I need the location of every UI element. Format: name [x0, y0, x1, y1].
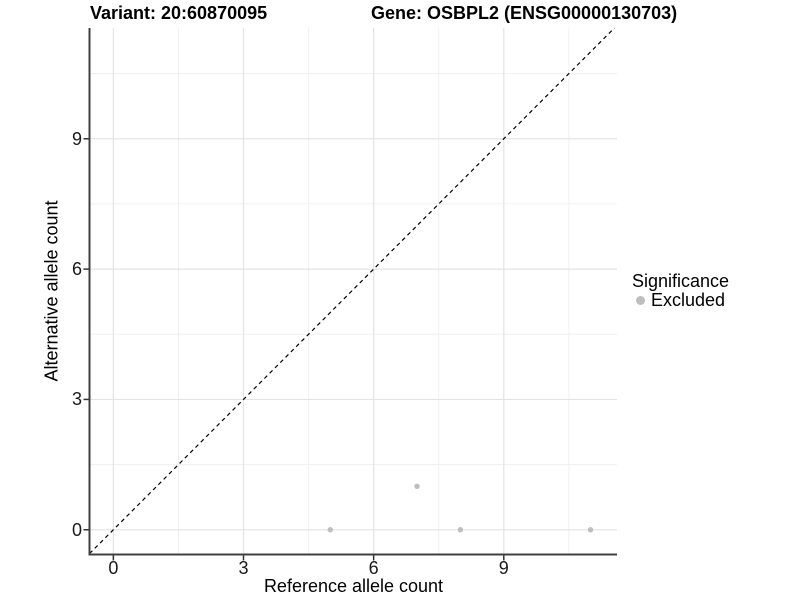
x-tick-label: 0: [108, 558, 119, 578]
x-tick-label: 6: [368, 558, 379, 578]
y-tick-label: 9: [71, 128, 82, 149]
x-axis-title: Reference allele count: [263, 576, 444, 596]
x-tick-label: 9: [498, 558, 509, 578]
y-tick-label: 0: [71, 519, 82, 540]
legend-item-label: Excluded: [651, 290, 726, 310]
x-tick-label: 3: [238, 558, 249, 578]
gene-title: Gene: OSBPL2 (ENSG00000130703): [371, 3, 678, 23]
legend-title: Significance: [632, 271, 730, 291]
legend-item: Excluded: [632, 290, 729, 310]
excluded-point-icon: [636, 296, 645, 305]
data-point: [414, 483, 420, 489]
data-point: [587, 527, 594, 533]
variant-title: Variant: 20:60870095: [90, 3, 268, 23]
identity-dashed-line: [89, 27, 615, 555]
y-axis-title: Alternative allele count: [41, 200, 62, 382]
data-point: [327, 527, 333, 533]
y-tick-label: 3: [71, 389, 82, 410]
legend: Significance Excluded: [632, 271, 729, 310]
y-tick-label: 6: [71, 259, 82, 280]
data-point: [457, 527, 464, 533]
